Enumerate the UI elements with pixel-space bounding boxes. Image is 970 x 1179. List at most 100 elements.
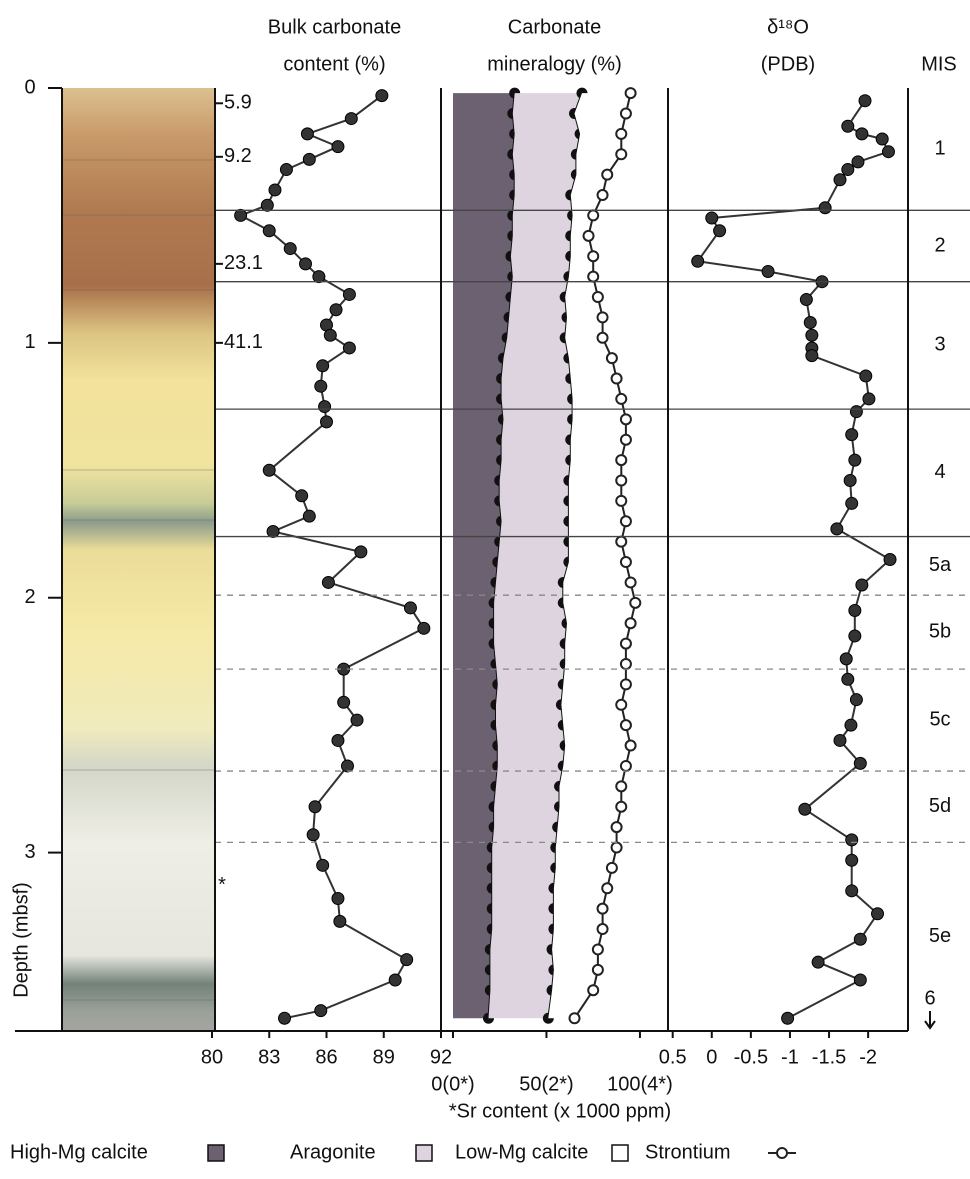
panel-title: Bulk carbonate <box>268 16 401 38</box>
x-tick-label: -0.5 <box>734 1046 768 1068</box>
stage-label: 4 <box>934 461 945 483</box>
data-point <box>855 578 869 592</box>
x-tick-label: -1.5 <box>812 1046 846 1068</box>
x-tick-label: 92 <box>430 1046 452 1068</box>
data-point <box>320 415 333 429</box>
x-tick-label: 50(2*) <box>519 1073 573 1095</box>
sr-point <box>619 107 632 120</box>
data-point <box>234 208 248 222</box>
data-point <box>375 89 389 103</box>
data-point <box>331 140 345 154</box>
data-point <box>329 303 343 317</box>
legend-swatch <box>415 1144 433 1162</box>
axis-note: *Sr content (x 1000 ppm) <box>449 1100 671 1122</box>
data-point <box>295 489 309 503</box>
data-point <box>308 800 322 814</box>
sr-point <box>624 87 637 100</box>
core-photo <box>62 88 215 1031</box>
data-point <box>417 621 431 635</box>
sr-point <box>610 821 623 834</box>
data-point <box>848 603 862 617</box>
data-point <box>803 315 817 329</box>
sr-point <box>605 352 618 365</box>
data-point <box>278 1011 292 1025</box>
age-label: 23.1 <box>224 252 263 274</box>
x-tick-label: 83 <box>258 1046 280 1068</box>
sr-point <box>610 841 623 854</box>
data-point <box>388 973 402 987</box>
data-point <box>318 400 332 414</box>
sr-point <box>624 739 637 752</box>
data-point <box>350 713 364 727</box>
sr-point <box>624 576 637 589</box>
stage-label: 5c <box>929 708 950 730</box>
data-point <box>805 349 819 363</box>
data-point <box>344 112 358 126</box>
sr-point <box>568 1012 581 1025</box>
y-tick-label: 0 <box>24 76 35 98</box>
data-point <box>848 629 862 643</box>
stage-label: 5d <box>929 795 951 817</box>
data-point <box>853 756 867 770</box>
sr-point <box>591 943 604 956</box>
data-point <box>839 652 853 666</box>
sr-point <box>596 902 609 915</box>
core-texture <box>62 159 215 1001</box>
annotation: * <box>218 874 226 896</box>
x-tick-label: 100(4*) <box>607 1073 673 1095</box>
stage-label: 3 <box>934 334 945 356</box>
legend-swatch <box>611 1144 629 1162</box>
sr-point <box>596 311 609 324</box>
x-tick-label: 80 <box>201 1046 223 1068</box>
y-axis-label: Depth (mbsf) <box>10 882 32 998</box>
sr-point <box>615 454 628 467</box>
age-label: 41.1 <box>224 331 263 353</box>
stage-label: 1 <box>934 137 945 159</box>
y-tick-label: 1 <box>24 331 35 353</box>
data-point <box>833 733 847 747</box>
sr-point <box>591 963 604 976</box>
sr-point <box>596 923 609 936</box>
data-point <box>859 369 873 383</box>
x-tick-label: 89 <box>373 1046 395 1068</box>
data-point <box>845 833 859 847</box>
data-point <box>299 257 313 271</box>
data-point <box>400 953 414 967</box>
data-point <box>818 201 832 215</box>
sr-line <box>573 92 637 1019</box>
data-point <box>883 553 897 566</box>
data-point <box>761 265 775 279</box>
sr-point <box>587 250 600 263</box>
data-point <box>316 359 330 373</box>
sr-point <box>615 494 628 507</box>
data-point <box>342 287 356 301</box>
sr-point <box>615 392 628 405</box>
sr-point <box>615 474 628 487</box>
sr-point <box>596 331 609 344</box>
panel-title: (PDB) <box>761 53 815 75</box>
data-point <box>833 173 847 187</box>
data-point <box>855 127 869 141</box>
data-point <box>845 496 859 510</box>
data-point <box>283 242 297 256</box>
data-point <box>881 145 895 159</box>
sr-point <box>615 698 628 711</box>
sr-point <box>587 270 600 283</box>
legend-marker <box>776 1147 788 1159</box>
sr-point <box>605 861 618 874</box>
panel-frame <box>15 88 909 1032</box>
sr-point <box>619 678 632 691</box>
data-point <box>853 973 867 987</box>
age-label: 9.2 <box>224 145 252 167</box>
panel-title: MIS <box>921 53 957 75</box>
sr-point <box>615 800 628 813</box>
sr-point <box>619 515 632 528</box>
data-point <box>314 379 328 393</box>
data-point <box>845 428 859 442</box>
sr-point <box>601 882 614 895</box>
sr-point <box>619 637 632 650</box>
data-point <box>851 155 865 169</box>
x-tick-label: -2 <box>859 1046 877 1068</box>
data-point <box>853 932 867 946</box>
